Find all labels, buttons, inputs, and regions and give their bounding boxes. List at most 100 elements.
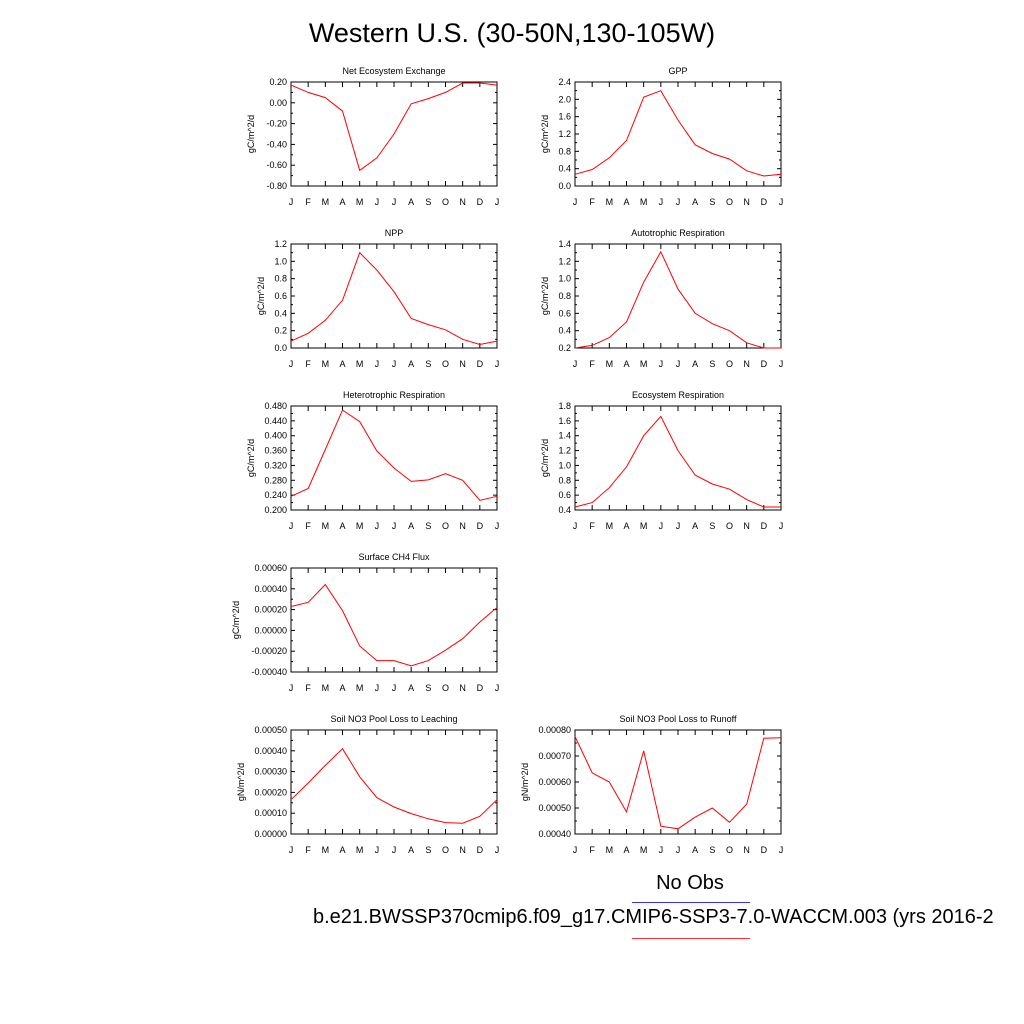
x-tick-label: S	[425, 845, 431, 855]
chart-title: Surface CH4 Flux	[358, 552, 430, 562]
y-tick-label: 0.00030	[254, 767, 287, 777]
x-tick-label: M	[322, 521, 330, 531]
x-tick-label: O	[726, 521, 733, 531]
y-axis-label: gC/m^2/d	[540, 439, 550, 477]
y-tick-label: 0.00020	[254, 605, 287, 615]
x-tick-label: J	[375, 845, 380, 855]
figure-title: Western U.S. (30-50N,130-105W)	[308, 18, 716, 48]
x-tick-label: D	[477, 683, 484, 693]
x-tick-label: M	[606, 845, 614, 855]
x-tick-label: F	[589, 845, 595, 855]
plot-frame	[290, 243, 498, 349]
series-line	[290, 82, 498, 172]
x-tick-label: O	[442, 683, 449, 693]
y-tick-label: 2.0	[558, 94, 571, 104]
y-tick-label: 1.2	[558, 129, 571, 139]
y-axis-label: gC/m^2/d	[246, 439, 256, 477]
y-axis-label: gN/m^2/d	[236, 763, 246, 801]
y-tick-label: 1.6	[558, 416, 571, 426]
x-tick-label: M	[356, 359, 364, 369]
y-axis-label: gC/m^2/d	[540, 277, 550, 315]
x-tick-label: J	[495, 197, 500, 207]
y-tick-label: 1.2	[558, 256, 571, 266]
x-tick-label: O	[442, 197, 449, 207]
x-tick-label: D	[477, 359, 484, 369]
x-tick-label: S	[425, 359, 431, 369]
x-tick-label: O	[726, 197, 733, 207]
series-line	[290, 251, 498, 346]
x-tick-label: J	[779, 521, 784, 531]
y-tick-label: 1.6	[558, 112, 571, 122]
y-tick-label: 0.00040	[538, 829, 571, 839]
y-tick-label: 0.00060	[538, 777, 571, 787]
x-tick-label: J	[779, 197, 784, 207]
x-tick-label: A	[692, 359, 698, 369]
y-tick-label: 0.8	[274, 274, 287, 284]
chart-panel-8: Soil NO3 Pool Loss to Runoff gN/m^2/d 0.00…	[520, 714, 783, 855]
series-line	[290, 409, 498, 501]
chart-panel-0: Net Ecosystem Exchange gC/m^2/d -0.80 -0.60…	[246, 66, 499, 207]
x-tick-label: F	[305, 683, 311, 693]
x-tick-label: J	[676, 359, 681, 369]
y-tick-label: 2.4	[558, 77, 571, 87]
y-tick-label: 0.6	[558, 490, 571, 500]
y-tick-label: 0.6	[274, 291, 287, 301]
y-tick-label: 0.480	[264, 401, 287, 411]
x-tick-label: A	[408, 359, 414, 369]
y-tick-label: 0.440	[264, 416, 287, 426]
y-tick-label: 0.6	[558, 308, 571, 318]
chart-panel-4: Heterotrophic Respiration gC/m^2/d 0.200 0.…	[246, 390, 499, 531]
chart-title: Ecosystem Respiration	[632, 390, 724, 400]
chart-title: Soil NO3 Pool Loss to Leaching	[330, 714, 457, 724]
x-tick-label: F	[589, 359, 595, 369]
y-tick-label: 0.400	[264, 431, 287, 441]
plot-frame	[290, 567, 498, 673]
x-tick-label: M	[640, 521, 648, 531]
y-tick-label: 0.4	[558, 164, 571, 174]
x-tick-label: D	[477, 197, 484, 207]
x-tick-label: A	[623, 197, 629, 207]
legend-obs-line	[632, 902, 750, 903]
x-tick-label: A	[692, 845, 698, 855]
x-tick-label: M	[640, 197, 648, 207]
x-tick-label: J	[289, 197, 294, 207]
x-tick-label: J	[573, 359, 578, 369]
chart-panel-7: Soil NO3 Pool Loss to Leaching gN/m^2/d 0.…	[236, 714, 499, 855]
x-tick-label: J	[495, 521, 500, 531]
x-tick-label: J	[676, 845, 681, 855]
y-tick-label: -0.00020	[251, 646, 287, 656]
x-tick-label: M	[640, 845, 648, 855]
x-tick-label: M	[606, 359, 614, 369]
chart-panel-5: Ecosystem Respiration gC/m^2/d 0.4 0.6 0.8 1.…	[540, 390, 783, 531]
x-tick-label: S	[709, 845, 715, 855]
x-tick-label: J	[573, 521, 578, 531]
x-tick-label: J	[392, 359, 397, 369]
x-tick-label: D	[761, 521, 768, 531]
y-tick-label: 0.00060	[254, 563, 287, 573]
x-tick-label: O	[442, 845, 449, 855]
x-tick-label: J	[289, 683, 294, 693]
chart-title: GPP	[668, 66, 687, 76]
plot-frame	[574, 81, 782, 187]
y-tick-label: 1.2	[274, 239, 287, 249]
x-tick-label: F	[305, 845, 311, 855]
x-tick-label: A	[339, 683, 345, 693]
plot-frame	[574, 729, 782, 835]
x-tick-label: J	[495, 683, 500, 693]
x-tick-label: A	[339, 359, 345, 369]
y-axis-label: gN/m^2/d	[520, 763, 530, 801]
x-tick-label: J	[495, 845, 500, 855]
x-tick-label: J	[659, 845, 664, 855]
series-line	[574, 736, 782, 830]
x-tick-label: J	[392, 521, 397, 531]
x-tick-label: N	[459, 845, 466, 855]
x-tick-label: J	[375, 359, 380, 369]
y-tick-label: 0.4	[274, 308, 287, 318]
plot-frame	[574, 243, 782, 349]
y-tick-label: 0.8	[558, 146, 571, 156]
series-line	[574, 90, 782, 177]
x-tick-label: J	[659, 197, 664, 207]
chart-panel-6: Surface CH4 Flux gC/m^2/d -0.00040 -0.00020…	[231, 552, 499, 693]
